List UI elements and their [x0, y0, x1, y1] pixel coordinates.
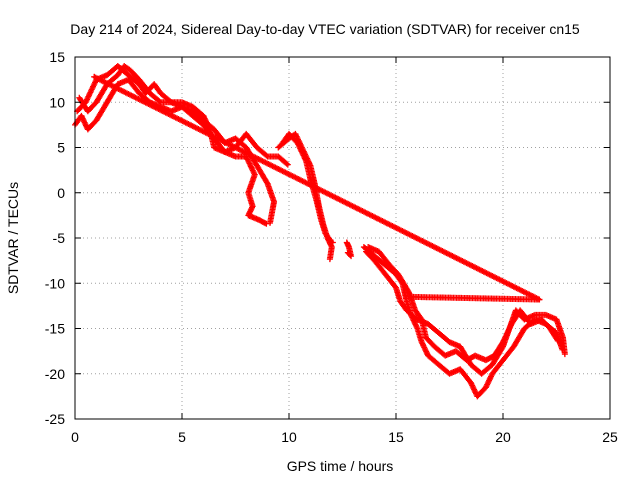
- y-axis-label: SDTVAR / TECUs: [5, 182, 21, 294]
- data-point: [329, 239, 336, 246]
- y-tick-label: 15: [49, 49, 65, 65]
- data-point: [554, 336, 561, 343]
- data-point: [326, 256, 333, 263]
- data-point: [344, 249, 351, 256]
- y-tick-label: -20: [45, 366, 65, 382]
- data-point: [345, 250, 352, 257]
- axes: 0 5 10 15 20 25 -25 -20 -15 -10 -5 0 5 10 15: [45, 49, 618, 445]
- y-tick-label: -10: [45, 275, 65, 291]
- data-points: [72, 63, 568, 400]
- y-tick-label: 0: [57, 185, 65, 201]
- data-point: [263, 152, 270, 159]
- plot-frame: [74, 56, 611, 420]
- x-tick-label: 10: [281, 429, 297, 445]
- y-tick-label: 5: [57, 140, 65, 156]
- data-point: [561, 351, 568, 358]
- x-tick-label: 5: [178, 429, 186, 445]
- data-point: [405, 293, 412, 300]
- data-point: [405, 288, 412, 295]
- data-point: [536, 296, 543, 303]
- data-point: [554, 337, 561, 344]
- y-tick-label: -15: [45, 321, 65, 337]
- grid-lines: [75, 57, 610, 419]
- data-point: [263, 179, 270, 186]
- y-tick-label: 10: [49, 94, 65, 110]
- y-tick-label: -25: [45, 411, 65, 427]
- data-point: [263, 220, 270, 227]
- x-tick-label: 0: [71, 429, 79, 445]
- x-tick-label: 20: [495, 429, 511, 445]
- x-tick-label: 25: [602, 429, 618, 445]
- data-point: [156, 98, 163, 105]
- y-tick-label: -5: [53, 230, 66, 246]
- x-axis-label: GPS time / hours: [287, 458, 394, 474]
- data-point: [167, 98, 174, 105]
- x-tick-label: 15: [388, 429, 404, 445]
- data-point: [284, 161, 291, 168]
- data-point: [91, 73, 98, 80]
- chart-title: Day 214 of 2024, Sidereal Day-to-day VTE…: [70, 21, 580, 37]
- data-point: [283, 160, 290, 167]
- data-point: [417, 315, 424, 322]
